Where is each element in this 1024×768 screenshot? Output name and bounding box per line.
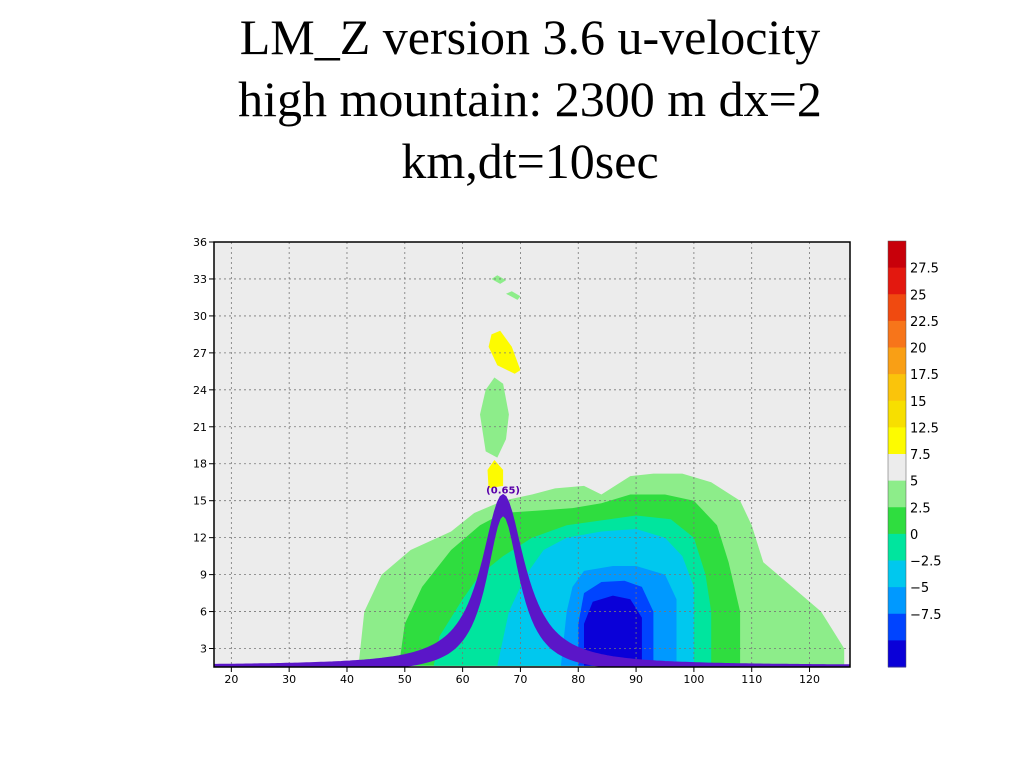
colorbar-label-11: 0 (910, 528, 918, 543)
y-tick-label-30: 30 (193, 310, 207, 323)
colorbar-label-12: −2.5 (910, 555, 942, 570)
colorbar-swatch-16 (888, 640, 906, 668)
colorbar-swatch-10 (888, 480, 906, 508)
colorbar-label-6: 15 (910, 395, 927, 410)
x-tick-label-120: 120 (799, 673, 820, 686)
colorbar-swatch-4 (888, 320, 906, 348)
contour-region-11 (491, 275, 506, 284)
colorbar-label-13: −5 (910, 581, 929, 596)
annotation: (0.65) (486, 485, 520, 496)
x-tick-label-40: 40 (340, 673, 354, 686)
colorbar-label-14: −7.5 (910, 608, 942, 623)
y-tick-label-15: 15 (193, 495, 207, 508)
colorbar-swatch-2 (888, 267, 906, 295)
colorbar-label-7: 12.5 (910, 421, 939, 436)
x-tick-label-20: 20 (224, 673, 238, 686)
plot-frame (213, 241, 851, 668)
plot-frame-border (213, 241, 851, 668)
x-tick-label-70: 70 (513, 673, 527, 686)
x-tick-label-50: 50 (398, 673, 412, 686)
colorbar-swatch-9 (888, 454, 906, 482)
contour-region-10 (488, 330, 521, 374)
colorbar-label-8: 7.5 (910, 448, 931, 463)
colorbar-swatch-6 (888, 374, 906, 402)
y-tick-label-33: 33 (193, 273, 207, 286)
colorbar: 27.5 25 22.5 20 17.5 15 12.5 7.5 5 2.5 0 −2.5 −5 −7.5 (887, 240, 942, 668)
colorbar-label-9: 5 (910, 475, 918, 490)
x-tick-label-110: 110 (741, 673, 762, 686)
colorbar-swatch-5 (888, 347, 906, 375)
contour-region-7 (584, 595, 642, 666)
colorbar-swatch-11 (888, 507, 906, 535)
title-line-2: high mountain: 2300 m dx=2 (238, 71, 822, 127)
y-tick-label-9: 9 (200, 569, 207, 582)
x-axis-ticks: 20 30 40 50 60 70 80 90 100 110 120 (224, 667, 820, 686)
colorbar-label-2: 25 (910, 288, 927, 303)
y-tick-label-3: 3 (200, 643, 207, 656)
plot-grid (214, 241, 850, 667)
colorbar-label-10: 2.5 (910, 501, 931, 516)
y-tick-label-12: 12 (193, 532, 207, 545)
colorbar-swatch-8 (888, 427, 906, 455)
x-tick-label-80: 80 (571, 673, 585, 686)
contour-region-9 (480, 377, 509, 458)
y-tick-label-27: 27 (193, 347, 207, 360)
slide-title: LM_Z version 3.6 u-velocity high mountai… (80, 6, 980, 192)
peak-annotation: (0.65) (486, 485, 520, 496)
colorbar-swatch-14 (888, 587, 906, 615)
colorbar-swatch-13 (888, 560, 906, 588)
y-tick-label-36: 36 (193, 236, 207, 249)
colorbar-label-3: 22.5 (910, 315, 939, 330)
colorbar-swatch-1 (888, 241, 906, 269)
x-tick-label-90: 90 (629, 673, 643, 686)
u-velocity-contour-plot: (0.65) 20 30 40 50 60 70 80 90 100 110 120 3691215… (193, 236, 942, 686)
colorbar-label-4: 20 (910, 342, 927, 357)
colorbar-swatch-12 (888, 533, 906, 561)
colorbar-swatch-7 (888, 400, 906, 428)
y-tick-label-6: 6 (200, 606, 207, 619)
colorbar-swatch-15 (888, 613, 906, 641)
title-line-3: km,dt=10sec (401, 133, 659, 189)
y-tick-label-24: 24 (193, 384, 207, 397)
contour-region-8 (487, 460, 504, 489)
x-tick-label-60: 60 (456, 673, 470, 686)
colorbar-label-1: 27.5 (910, 262, 939, 277)
x-tick-label-100: 100 (683, 673, 704, 686)
contour-region-12 (506, 291, 521, 300)
colorbar-swatch-3 (888, 294, 906, 322)
y-tick-label-18: 18 (193, 458, 207, 471)
y-tick-label-21: 21 (193, 421, 207, 434)
colorbar-label-5: 17.5 (910, 368, 939, 383)
x-tick-label-30: 30 (282, 673, 296, 686)
title-line-1: LM_Z version 3.6 u-velocity (239, 9, 821, 65)
colorbar-border (887, 240, 907, 668)
